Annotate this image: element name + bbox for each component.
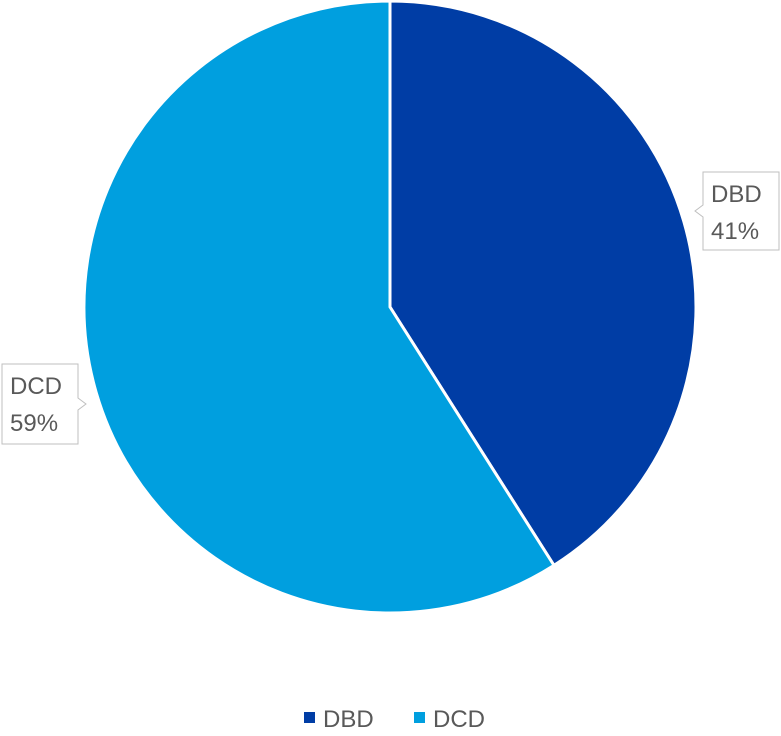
- legend-label: DBD: [323, 706, 374, 733]
- legend-swatch: [414, 712, 425, 723]
- legend-swatch: [304, 712, 315, 723]
- data-label-category: DBD: [711, 181, 762, 208]
- pie-slice-dbd: [388, 0, 698, 568]
- data-label-dcd: DCD 59%: [1, 363, 87, 445]
- data-label-percent: 59%: [10, 410, 58, 437]
- data-label-percent: 41%: [711, 218, 759, 245]
- legend-item-dbd: DBD: [304, 706, 374, 733]
- legend-item-dcd: DCD: [414, 706, 485, 733]
- data-label-category: DCD: [10, 373, 62, 400]
- data-label-box: [1, 363, 87, 445]
- pie-slices: [82, 0, 698, 615]
- data-labels: DBD 41% DCD 59%: [1, 171, 780, 445]
- data-label-box: [694, 171, 780, 251]
- data-label-dbd: DBD 41%: [694, 171, 780, 251]
- legend-label: DCD: [433, 706, 485, 733]
- pie-slice-dcd: [82, 0, 557, 615]
- legend: DBD DCD: [304, 706, 485, 733]
